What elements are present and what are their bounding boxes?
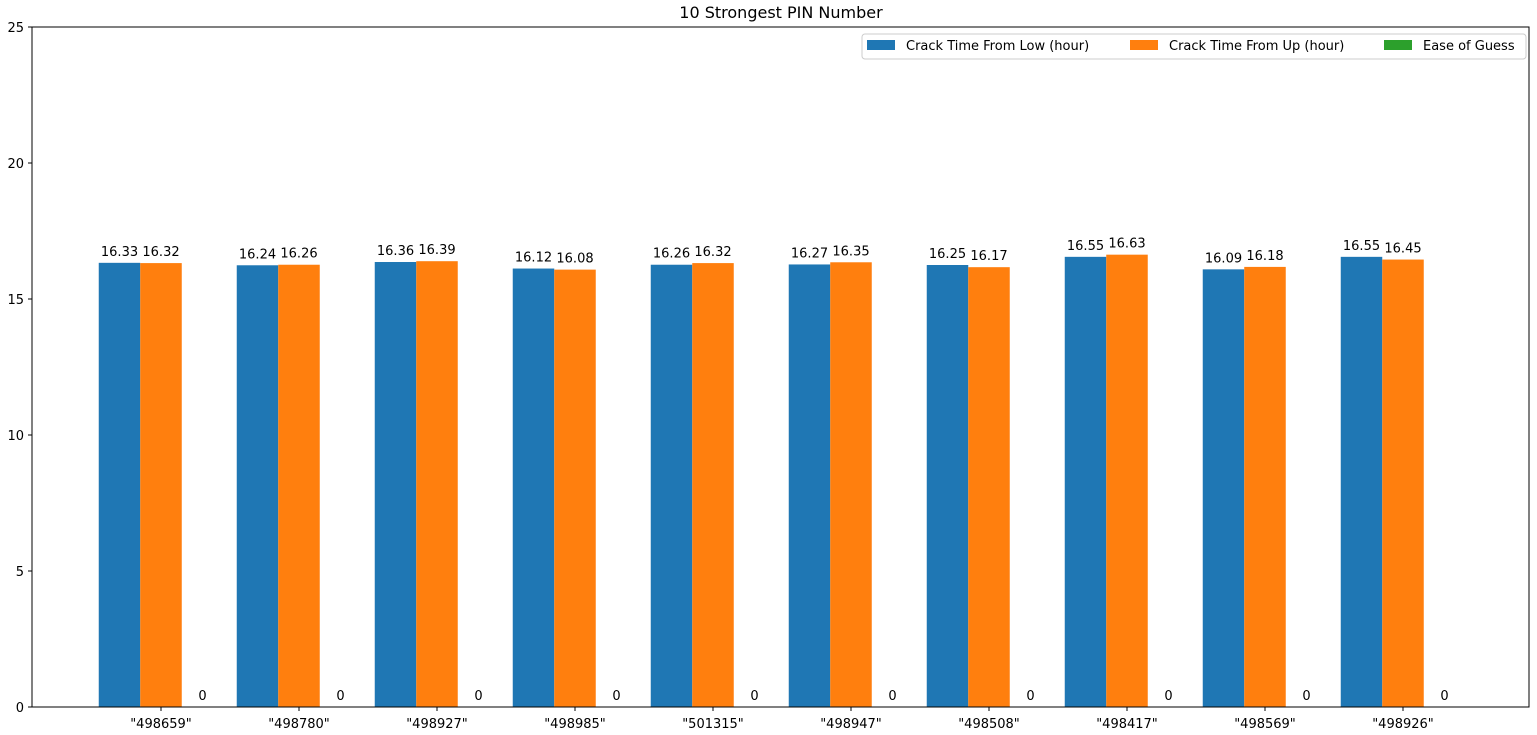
x-tick-label-8: "498569": [1234, 717, 1296, 732]
data-label-2-1: 0: [336, 689, 344, 704]
bar-0-9: [1340, 256, 1383, 707]
bar-0-5: [788, 264, 831, 707]
y-tick-label-4: 20: [7, 157, 24, 172]
bar-0-2: [374, 262, 417, 707]
legend-label-0: Crack Time From Low (hour): [906, 39, 1089, 54]
chart-title: 10 Strongest PIN Number: [679, 3, 883, 22]
data-label-2-5: 0: [888, 689, 896, 704]
data-label-2-4: 0: [750, 689, 758, 704]
bar-0-3: [512, 268, 555, 707]
x-tick-label-5: "498947": [820, 717, 882, 732]
bar-0-8: [1202, 269, 1245, 707]
data-label-0-7: 16.55: [1067, 239, 1104, 254]
x-tick-label-1: "498780": [268, 717, 330, 732]
data-label-0-6: 16.25: [929, 247, 966, 262]
plot-area: 16.33 16.32 0 16.24 16.26 0 16.36 16.39 0 16.12 16…: [7, 21, 1530, 732]
bar-1-5: [830, 262, 872, 707]
data-label-1-6: 16.17: [970, 249, 1007, 264]
bar-0-1: [236, 265, 279, 707]
data-label-2-6: 0: [1026, 689, 1034, 704]
data-label-1-1: 16.26: [280, 247, 317, 262]
bar-0-4: [650, 264, 693, 707]
data-label-1-7: 16.63: [1108, 237, 1145, 252]
bar-1-4: [692, 263, 734, 707]
x-tick-label-0: "498659": [130, 717, 192, 732]
legend-swatch-1: [1130, 40, 1158, 50]
bar-1-8: [1244, 266, 1286, 707]
legend-swatch-0: [867, 40, 895, 50]
x-tick-label-6: "498508": [958, 717, 1020, 732]
data-label-2-2: 0: [474, 689, 482, 704]
x-tick-label-2: "498927": [406, 717, 468, 732]
bar-0-0: [98, 262, 141, 707]
bar-1-2: [416, 261, 458, 707]
y-tick-label-1: 5: [16, 565, 24, 580]
axes-frame: [31, 26, 1530, 708]
x-tick-label-7: "498417": [1096, 717, 1158, 732]
bar-0-6: [926, 265, 969, 707]
legend-frame: [861, 33, 1527, 60]
legend-label-1: Crack Time From Up (hour): [1169, 39, 1344, 54]
data-label-2-9: 0: [1440, 689, 1448, 704]
data-label-1-4: 16.32: [694, 245, 731, 260]
data-label-2-8: 0: [1302, 689, 1310, 704]
data-label-2-7: 0: [1164, 689, 1172, 704]
bar-1-7: [1106, 254, 1148, 707]
data-label-0-3: 16.12: [515, 251, 552, 266]
data-label-0-9: 16.55: [1343, 239, 1380, 254]
bar-1-1: [278, 264, 320, 707]
data-label-0-8: 16.09: [1205, 251, 1242, 266]
legend-swatch-2: [1384, 40, 1412, 50]
data-label-2-3: 0: [612, 689, 620, 704]
bar-1-3: [554, 269, 596, 707]
data-label-0-4: 16.26: [653, 247, 690, 262]
x-tick-label-4: "501315": [682, 717, 744, 732]
bar-1-9: [1382, 259, 1424, 707]
bar-1-6: [968, 267, 1010, 707]
y-tick-label-3: 15: [7, 293, 24, 308]
bar-1-0: [140, 263, 182, 707]
data-label-0-1: 16.24: [239, 247, 276, 262]
legend: Crack Time From Low (hour) Crack Time Fro…: [861, 33, 1527, 60]
data-label-1-3: 16.08: [556, 252, 593, 267]
data-label-1-9: 16.45: [1384, 242, 1421, 257]
data-label-1-8: 16.18: [1246, 249, 1283, 264]
y-tick-label-2: 10: [7, 429, 24, 444]
data-label-0-2: 16.36: [377, 244, 414, 259]
data-label-1-0: 16.32: [142, 245, 179, 260]
x-tick-label-3: "498985": [544, 717, 606, 732]
y-tick-label-0: 0: [16, 701, 24, 716]
data-label-2-0: 0: [198, 689, 206, 704]
legend-label-2: Ease of Guess: [1423, 39, 1515, 54]
x-tick-label-9: "498926": [1372, 717, 1434, 732]
bar-0-7: [1064, 256, 1107, 707]
data-label-0-0: 16.33: [101, 245, 138, 260]
y-tick-label-5: 25: [7, 21, 24, 36]
data-label-1-2: 16.39: [418, 243, 455, 258]
data-label-0-5: 16.27: [791, 246, 828, 261]
data-label-1-5: 16.35: [832, 244, 869, 259]
